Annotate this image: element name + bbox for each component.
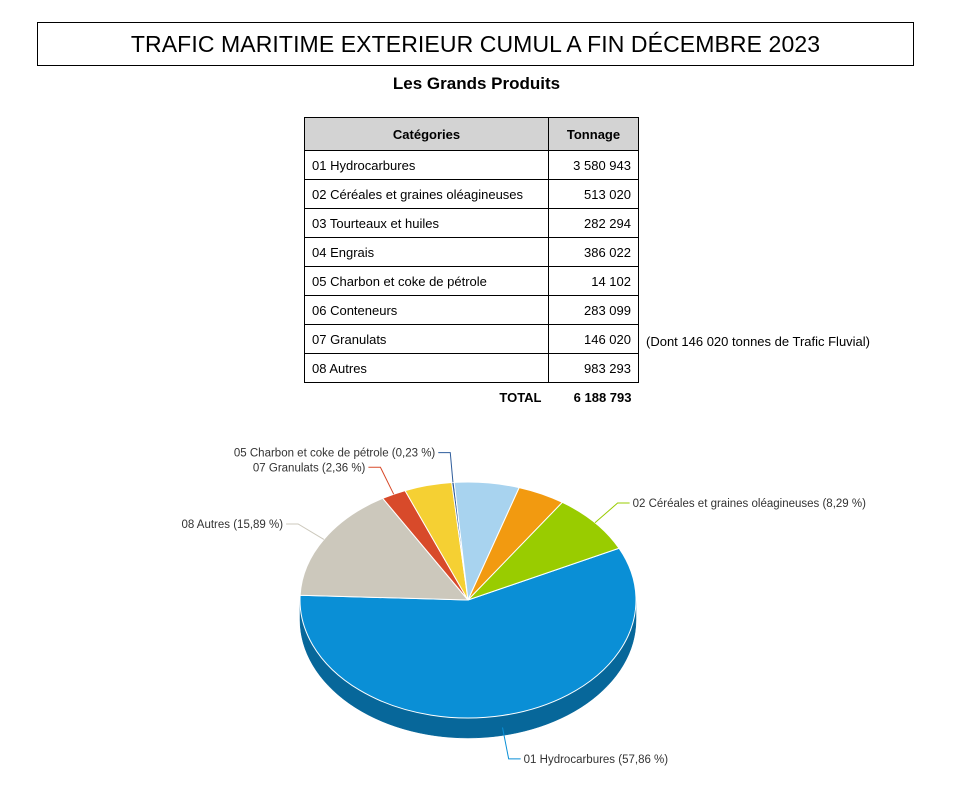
tonnage-cell: 513 020 — [548, 179, 639, 209]
category-cell: 08 Autres — [304, 353, 549, 383]
page-title: TRAFIC MARITIME EXTERIEUR CUMUL A FIN DÉ… — [37, 22, 914, 66]
table-row: 04 Engrais 386 022 — [304, 237, 639, 267]
leader-line-07-granulats — [368, 466, 395, 495]
tonnage-cell: 3 580 943 — [548, 150, 639, 180]
total-value: 6 188 793 — [573, 390, 632, 406]
header-categories: Catégories — [304, 117, 549, 151]
category-cell: 03 Tourteaux et huiles — [304, 208, 549, 238]
table-row: 02 Céréales et graines oléagineuses 513 … — [304, 179, 639, 209]
pie-label-02-cereales-et-graines-oleagineuses: 02 Céréales et graines oléagineuses (8,2… — [633, 498, 867, 510]
tonnage-cell: 14 102 — [548, 266, 639, 296]
table-row: 05 Charbon et coke de pétrole 14 102 — [304, 266, 639, 296]
category-cell: 04 Engrais — [304, 237, 549, 267]
table-header-row: Catégories Tonnage — [304, 117, 639, 151]
section-subtitle: Les Grands Produits — [392, 74, 561, 93]
leader-line-02-cereales-et-graines-oleagineuses — [594, 502, 630, 524]
pie-labels: 01 Hydrocarbures (57,86 %) 08 Autres (15,… — [181, 448, 866, 766]
products-table: Catégories Tonnage 01 Hydrocarbures 3 58… — [304, 117, 639, 413]
table-row: 07 Granulats 146 020 — [304, 324, 639, 354]
header-tonnage: Tonnage — [548, 117, 639, 151]
total-label: TOTAL — [499, 390, 542, 406]
category-cell: 07 Granulats — [304, 324, 549, 354]
table-row: 01 Hydrocarbures 3 580 943 — [304, 150, 639, 180]
tonnage-cell: 386 022 — [548, 237, 639, 267]
category-cell: 06 Conteneurs — [304, 295, 549, 325]
table-row: 03 Tourteaux et huiles 282 294 — [304, 208, 639, 238]
leader-line-01-hydrocarbures — [502, 727, 521, 760]
pie-slice-02-cereales-et-graines-oleagineuses — [467, 501, 620, 601]
tonnage-cell: 983 293 — [548, 353, 639, 383]
table-row: 08 Autres 983 293 — [304, 353, 639, 383]
tonnage-cell: 283 099 — [548, 295, 639, 325]
table-row: 06 Conteneurs 283 099 — [304, 295, 639, 325]
pie-slices — [299, 481, 637, 719]
total-row: TOTAL 6 188 793 — [305, 383, 639, 413]
pie-label-01-hydrocarbures: 01 Hydrocarbures (57,86 %) — [524, 754, 669, 766]
leader-line-08-autres — [286, 523, 325, 540]
leader-line-05-charbon-et-coke-de-petrole — [438, 452, 454, 483]
pie-label-07-granulats: 07 Granulats (2,36 %) — [253, 462, 366, 474]
fluvial-note: (Dont 146 020 tonnes de Trafic Fluvial) — [646, 334, 871, 349]
category-cell: 02 Céréales et graines oléagineuses — [304, 179, 549, 209]
category-cell: 01 Hydrocarbures — [304, 150, 549, 180]
category-cell: 05 Charbon et coke de pétrole — [304, 266, 549, 296]
pie-label-05-charbon-et-coke-de-petrole: 05 Charbon et coke de pétrole (0,23 %) — [234, 448, 436, 460]
pie-slice-01-hydrocarbures — [299, 547, 637, 719]
pie-slice-08-autres — [299, 497, 469, 601]
tonnage-cell: 282 294 — [548, 208, 639, 238]
pie-label-08-autres: 08 Autres (15,89 %) — [181, 519, 283, 531]
